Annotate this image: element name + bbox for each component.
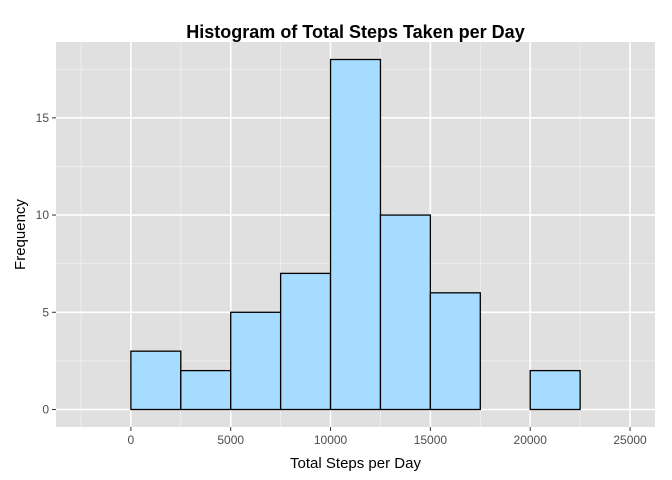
axis-ticks (52, 117, 631, 431)
histogram-bars (130, 58, 581, 411)
y-axis-label: Frequency (12, 199, 29, 270)
histogram-bar (379, 214, 432, 411)
y-tick-labels: 0 5 10 15 (36, 111, 50, 417)
x-axis-label: Total Steps per Day (290, 455, 421, 472)
chart-title: Histogram of Total Steps Taken per Day (186, 22, 524, 42)
x-tick-labels: 0 5000 10000 15000 20000 25000 (128, 433, 648, 447)
x-tick-label: 15000 (414, 433, 448, 447)
histogram-bar (429, 292, 481, 411)
y-tick-label: 10 (36, 208, 50, 222)
histogram-bar (529, 369, 581, 411)
histogram-bar (279, 272, 332, 411)
y-tick-label: 0 (42, 403, 49, 417)
x-tick-label: 5000 (217, 433, 244, 447)
y-tick-label: 15 (36, 111, 50, 125)
y-tick-label: 5 (42, 305, 49, 319)
x-tick-label: 25000 (613, 433, 647, 447)
histogram-bar (130, 350, 182, 411)
x-tick-label: 0 (128, 433, 135, 447)
x-tick-label: 10000 (314, 433, 348, 447)
histogram-bar (180, 369, 232, 411)
histogram-bar (329, 58, 382, 411)
histogram-bar (230, 311, 282, 411)
x-tick-label: 20000 (514, 433, 548, 447)
